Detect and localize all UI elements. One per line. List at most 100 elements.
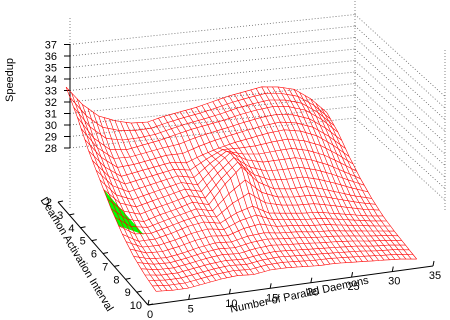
surface-column-line: [196, 107, 287, 268]
surface-column-line: [261, 86, 352, 263]
surface-column-line: [228, 95, 320, 266]
x-tick: [351, 272, 354, 278]
surface-column-line: [98, 115, 189, 289]
z-tick-label: 34: [45, 74, 57, 86]
surface-column-line: [321, 107, 412, 260]
surface-column-line: [217, 99, 309, 267]
surface-column-line: [147, 121, 238, 276]
surface-column-line: [304, 95, 396, 260]
surface-column-line: [114, 120, 206, 284]
x-tick: [310, 277, 313, 283]
y-tick: [136, 290, 142, 293]
x-tick-label: 0: [147, 309, 153, 320]
z-tick-label: 28: [45, 143, 57, 155]
surface-column-line: [76, 98, 168, 291]
surface-column-line: [326, 112, 417, 260]
back-wall-gridline: [69, 48, 356, 80]
y-tick-label: 4: [68, 223, 74, 235]
x-tick-label: 15: [266, 292, 278, 304]
surface-column-line: [71, 92, 162, 292]
surface-column-line: [179, 111, 271, 271]
y-tick-label: 5: [80, 236, 86, 248]
surface-column-line: [207, 103, 298, 268]
side-wall-gridline: [354, 14, 446, 97]
y-tick: [114, 264, 120, 267]
surface-column-line: [190, 108, 282, 269]
surface-column-line: [255, 88, 347, 263]
surface-row-line: [137, 235, 399, 265]
y-tick-label: 3: [57, 210, 63, 222]
y-tick-label: 7: [102, 261, 108, 273]
surface-column-line: [152, 119, 244, 276]
surface-column-line: [277, 86, 369, 262]
side-wall-gridline: [354, 48, 446, 132]
y-tick-label: 10: [130, 300, 142, 312]
back-wall-gridline: [69, 37, 356, 68]
surface-column-line: [163, 116, 255, 275]
surface-column-line: [299, 92, 390, 260]
y-tick: [69, 213, 75, 216]
x-tick: [147, 299, 150, 306]
z-tick-label: 30: [45, 120, 57, 132]
z-tick-label: 33: [45, 86, 57, 98]
surface-column-line: [120, 121, 211, 283]
surface-column-line: [141, 122, 233, 277]
x-tick-label: 20: [307, 287, 319, 299]
surface-column-line: [310, 98, 401, 260]
x-tick: [269, 283, 272, 289]
back-wall-gridline: [69, 60, 356, 91]
y-tick-label: 6: [91, 249, 97, 261]
surface-column-line: [250, 89, 341, 264]
x-tick: [188, 294, 191, 300]
surface-row-line: [133, 230, 395, 260]
z-tick-label: 35: [45, 63, 57, 75]
surface-column-line: [272, 86, 363, 262]
y-tick: [125, 277, 131, 280]
surface-column-line: [283, 87, 374, 262]
surface-row-line: [152, 254, 414, 287]
surface-column-line: [266, 86, 358, 263]
x-tick-label: 10: [225, 298, 237, 310]
side-wall-gridline: [354, 94, 446, 178]
back-wall-gridline: [69, 14, 356, 45]
x-axis-label: Number of Parallel Daemons: [229, 274, 370, 315]
x-tick-label: 30: [388, 276, 400, 288]
side-wall-gridline: [354, 60, 446, 143]
back-wall-gridline: [69, 71, 356, 103]
z-axis-label: Speedup: [4, 58, 16, 102]
back-wall-gridline: [69, 25, 356, 57]
x-tick: [391, 266, 394, 272]
y-tick-label: 8: [113, 274, 119, 286]
z-tick-label: 31: [45, 109, 57, 121]
x-axis: 0 5 10 15 20 25 30 35: [147, 260, 441, 320]
side-wall-gridline: [354, 25, 446, 109]
y-tick: [80, 226, 86, 229]
surface-column-line: [103, 117, 195, 287]
side-wall-gridline: [354, 71, 446, 155]
surface-column-line: [131, 122, 222, 280]
surface-column-line: [125, 122, 217, 281]
y-tick: [91, 239, 97, 242]
z-tick-label: 29: [45, 132, 57, 144]
y-tick-label: 9: [125, 287, 131, 299]
side-wall-gridline: [354, 37, 446, 120]
surface-column-line: [65, 86, 157, 292]
side-wall-gridline: [354, 106, 446, 189]
surface-column-line: [169, 114, 260, 274]
surface-column-line: [245, 91, 336, 264]
side-wall-gridline: [354, 83, 446, 166]
surface-column-line: [185, 110, 276, 270]
surface-column-line: [93, 112, 184, 289]
surface-underside: [103, 189, 144, 235]
surface-column-line: [136, 122, 227, 278]
surface-column-line: [87, 108, 179, 290]
x-tick: [228, 288, 231, 294]
x-tick-label: 5: [188, 303, 194, 315]
y-tick: [57, 200, 64, 203]
surface-column-line: [239, 92, 331, 265]
y-tick-label: 2: [46, 197, 52, 209]
surface-row-line: [129, 223, 391, 254]
z-tick-label: 37: [45, 40, 57, 52]
